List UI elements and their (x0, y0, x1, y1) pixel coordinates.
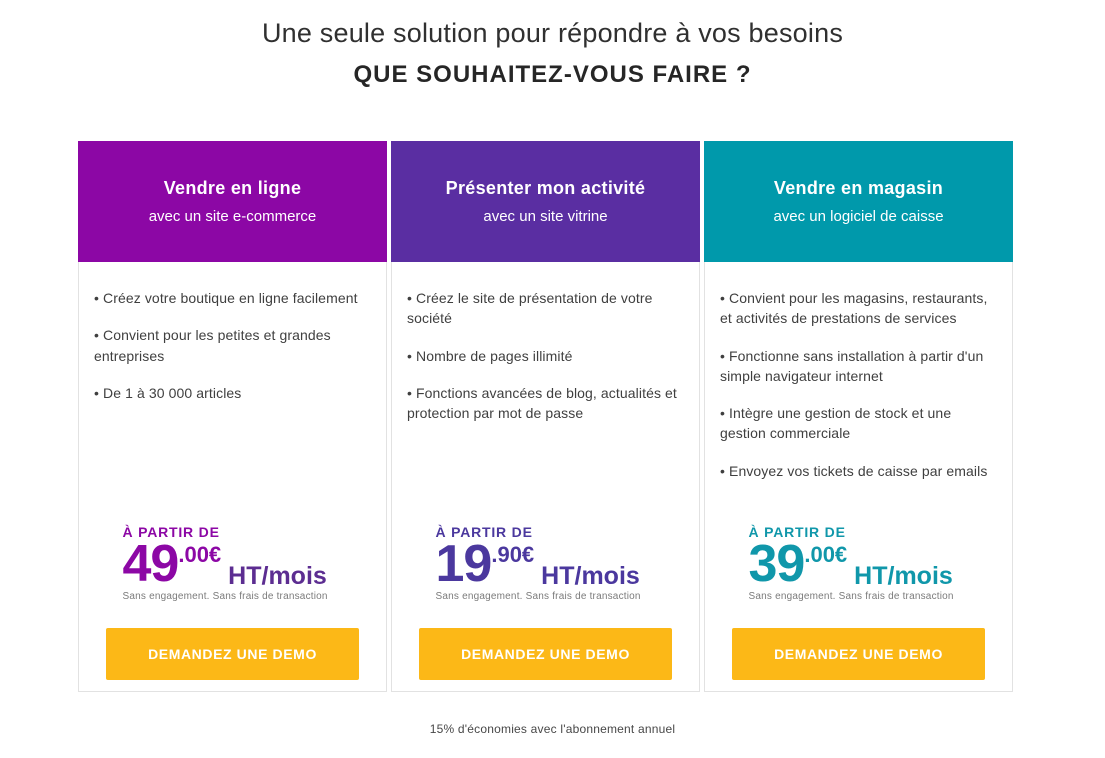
card-presenter-mon-activite: Présenter mon activité avec un site vitr… (391, 141, 700, 692)
price-fineprint: Sans engagement. Sans frais de transacti… (122, 591, 328, 602)
annual-discount-note: 15% d'économies avec l'abonnement annuel (429, 722, 676, 736)
price-decimal: .90€ (491, 542, 535, 568)
card-vendre-en-ligne: Vendre en ligne avec un site e-commerce … (78, 141, 387, 692)
card-header: Vendre en magasin avec un logiciel de ca… (704, 141, 1013, 262)
price-integer: 49 (122, 535, 180, 594)
bullet-item: Intègre une gestion de stock et une gest… (720, 403, 997, 444)
card-header: Vendre en ligne avec un site e-commerce (78, 141, 387, 262)
card-body: Créez le site de présentation de votre s… (391, 262, 700, 692)
card-title: Vendre en magasin (773, 178, 944, 198)
page-subtitle: QUE SOUHAITEZ-VOUS FAIRE ? (353, 61, 752, 88)
bullet-item: De 1 à 30 000 articles (94, 383, 371, 403)
card-title: Présenter mon activité (445, 178, 646, 198)
price-value: 39 .00€ HT/mois (748, 535, 969, 594)
bullet-item: Envoyez vos tickets de caisse par emails (720, 461, 997, 481)
price-integer: 39 (748, 535, 806, 594)
demo-button[interactable]: DEMANDEZ UNE DEMO (106, 628, 359, 680)
bullet-item: Fonctions avancées de blog, actualités e… (407, 383, 684, 424)
card-subtitle: avec un site e-commerce (148, 208, 317, 225)
bullet-item: Créez le site de présentation de votre s… (407, 288, 684, 329)
bullet-item: Fonctionne sans installation à partir d'… (720, 346, 997, 387)
card-subtitle: avec un site vitrine (483, 208, 608, 225)
bullet-list: Créez le site de présentation de votre s… (407, 288, 684, 440)
demo-button[interactable]: DEMANDEZ UNE DEMO (732, 628, 985, 680)
price-prefix: À PARTIR DE (122, 524, 220, 541)
price-block: À PARTIR DE 19 .90€ HT/mois Sans engagem… (436, 524, 656, 602)
price-unit: HT/mois (541, 561, 640, 590)
card-header: Présenter mon activité avec un site vitr… (391, 141, 700, 262)
bullet-item: Créez votre boutique en ligne facilement (94, 288, 371, 308)
bullet-item: Convient pour les petites et grandes ent… (94, 325, 371, 366)
bullet-list: Convient pour les magasins, restaurants,… (720, 288, 997, 498)
card-body: Créez votre boutique en ligne facilement… (78, 262, 387, 692)
bullet-item: Convient pour les magasins, restaurants,… (720, 288, 997, 329)
price-decimal: .00€ (804, 542, 848, 568)
price-unit: HT/mois (854, 561, 953, 590)
price-block: À PARTIR DE 39 .00€ HT/mois Sans engagem… (749, 524, 969, 602)
demo-button[interactable]: DEMANDEZ UNE DEMO (419, 628, 672, 680)
price-integer: 19 (435, 535, 493, 594)
price-value: 49 .00€ HT/mois (122, 535, 343, 594)
card-title: Vendre en ligne (163, 178, 302, 198)
price-block: À PARTIR DE 49 .00€ HT/mois Sans engagem… (123, 524, 343, 602)
card-body: Convient pour les magasins, restaurants,… (704, 262, 1013, 692)
price-prefix: À PARTIR DE (435, 524, 533, 541)
bullet-list: Créez votre boutique en ligne facilement… (94, 288, 371, 420)
price-fineprint: Sans engagement. Sans frais de transacti… (748, 591, 954, 602)
price-value: 19 .90€ HT/mois (435, 535, 656, 594)
page-title: Une seule solution pour répondre à vos b… (261, 18, 844, 48)
bullet-item: Nombre de pages illimité (407, 346, 684, 366)
pricing-cards: Vendre en ligne avec un site e-commerce … (78, 141, 1013, 692)
card-vendre-en-magasin: Vendre en magasin avec un logiciel de ca… (704, 141, 1013, 692)
price-fineprint: Sans engagement. Sans frais de transacti… (435, 591, 641, 602)
price-prefix: À PARTIR DE (748, 524, 846, 541)
price-unit: HT/mois (228, 561, 327, 590)
card-subtitle: avec un logiciel de caisse (773, 208, 944, 225)
section-header: Une seule solution pour répondre à vos b… (0, 0, 1105, 89)
price-decimal: .00€ (178, 542, 222, 568)
